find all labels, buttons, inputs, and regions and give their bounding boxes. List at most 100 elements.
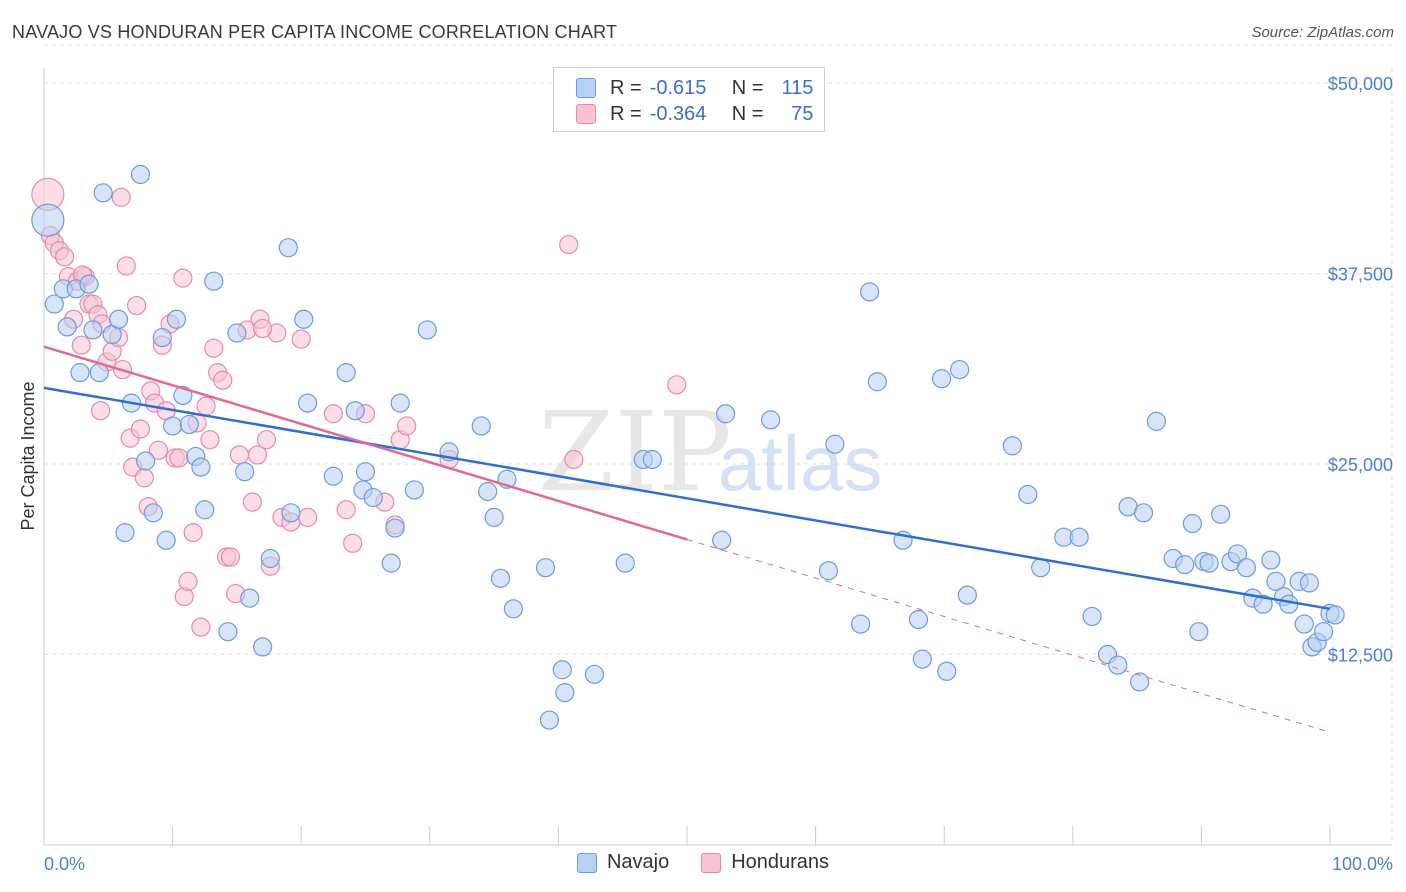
- point-hondurans: [213, 370, 233, 390]
- point-navajo: [152, 327, 172, 348]
- point-navajo: [1182, 513, 1202, 534]
- chart-title: NAVAJO VS HONDURAN PER CAPITA INCOME COR…: [12, 22, 618, 42]
- point-navajo: [381, 553, 401, 573]
- series-navajo-points: [31, 164, 1345, 730]
- point-hondurans: [169, 448, 189, 468]
- watermark-zip: ZIP: [538, 388, 732, 516]
- point-navajo: [818, 561, 839, 581]
- y-tick-label-3: $50,000: [1328, 74, 1393, 94]
- point-navajo: [957, 585, 977, 605]
- legend-r-label: R =: [610, 102, 642, 125]
- legend-item-navajo[interactable]: Navajo: [576, 851, 669, 874]
- legend-swatch-navajo: [576, 78, 596, 98]
- point-navajo: [79, 274, 99, 294]
- point-hondurans: [116, 256, 136, 276]
- point-navajo: [195, 500, 215, 520]
- point-navajo: [156, 530, 176, 550]
- point-navajo: [70, 363, 90, 383]
- point-navajo: [1069, 527, 1089, 547]
- point-navajo: [417, 320, 437, 340]
- point-navajo: [950, 359, 970, 380]
- point-hondurans: [183, 523, 203, 543]
- legend-row-navajo: R = -0.615 N = 115: [576, 76, 813, 100]
- point-navajo: [1253, 594, 1273, 614]
- point-navajo: [278, 238, 298, 258]
- point-navajo: [108, 309, 129, 329]
- point-hondurans: [200, 430, 220, 450]
- point-navajo: [135, 451, 156, 471]
- point-navajo: [539, 710, 559, 730]
- point-hondurans: [191, 617, 211, 637]
- legend-r-value: -0.364: [649, 102, 707, 125]
- point-hondurans: [134, 468, 154, 488]
- watermark-atlas: atlas: [718, 419, 883, 507]
- point-hondurans: [90, 401, 111, 421]
- point-hondurans: [71, 335, 91, 355]
- point-hondurans: [126, 295, 147, 316]
- legend-swatch-navajo: [576, 852, 597, 873]
- point-navajo: [1199, 553, 1219, 573]
- point-hondurans: [336, 500, 356, 520]
- legend-label-hondurans: Hondurans: [731, 851, 830, 873]
- point-navajo: [1002, 436, 1022, 456]
- point-navajo: [390, 393, 410, 413]
- point-navajo: [323, 466, 343, 486]
- point-navajo: [163, 416, 183, 436]
- point-navajo: [1236, 558, 1257, 578]
- point-navajo: [1175, 555, 1195, 575]
- point-navajo: [908, 609, 929, 630]
- point-navajo: [471, 416, 491, 436]
- point-navajo: [642, 449, 662, 470]
- point-navajo: [860, 282, 880, 302]
- legend-n-value: 115: [781, 76, 814, 99]
- x-tick-label-0: 0.0%: [44, 854, 85, 874]
- point-navajo: [93, 183, 113, 203]
- legend-n-label: N =: [731, 76, 764, 99]
- trend-line-navajo: [43, 386, 1331, 611]
- y-tick-label-0: $12,500: [1328, 646, 1393, 666]
- point-hondurans: [111, 187, 131, 207]
- point-hondurans: [323, 404, 343, 424]
- point-hondurans: [667, 375, 687, 395]
- point-hondurans: [229, 445, 250, 465]
- point-navajo: [166, 309, 187, 329]
- point-navajo: [715, 404, 736, 424]
- point-hondurans: [204, 338, 224, 358]
- legend-r-label: R =: [610, 76, 642, 99]
- point-navajo: [484, 507, 504, 527]
- point-navajo: [712, 530, 732, 550]
- trend-lines: [43, 345, 1331, 733]
- point-navajo: [1294, 614, 1314, 634]
- point-navajo: [355, 462, 376, 482]
- point-hondurans: [220, 547, 241, 567]
- point-hondurans: [343, 533, 363, 553]
- point-navajo: [281, 503, 301, 523]
- point-hondurans: [173, 268, 193, 288]
- point-navajo: [478, 481, 498, 502]
- point-hondurans: [298, 507, 318, 527]
- point-navajo: [336, 363, 356, 383]
- series-legend: Navajo Hondurans: [0, 851, 1406, 874]
- point-navajo: [130, 164, 151, 185]
- point-navajo: [932, 369, 952, 389]
- point-navajo: [1189, 622, 1209, 642]
- point-hondurans: [242, 492, 262, 512]
- point-navajo: [555, 683, 575, 703]
- legend-swatch-hondurans: [701, 852, 722, 873]
- point-navajo: [552, 660, 572, 680]
- point-navajo: [760, 410, 781, 430]
- point-navajo: [1266, 571, 1286, 591]
- point-navajo: [298, 393, 318, 413]
- grid-lines: [44, 44, 1393, 845]
- source-label: Source: ZipAtlas.com: [1251, 24, 1394, 41]
- point-navajo: [851, 614, 871, 634]
- point-navajo: [503, 599, 523, 619]
- point-navajo: [385, 518, 405, 538]
- legend-n-label: N =: [731, 102, 764, 125]
- y-tick-label-1: $25,000: [1328, 455, 1393, 475]
- point-navajo: [235, 462, 255, 482]
- point-navajo: [937, 661, 957, 681]
- legend-item-hondurans[interactable]: Hondurans: [701, 851, 829, 874]
- trend-line-hondurans: [43, 345, 688, 541]
- point-hondurans: [291, 329, 311, 349]
